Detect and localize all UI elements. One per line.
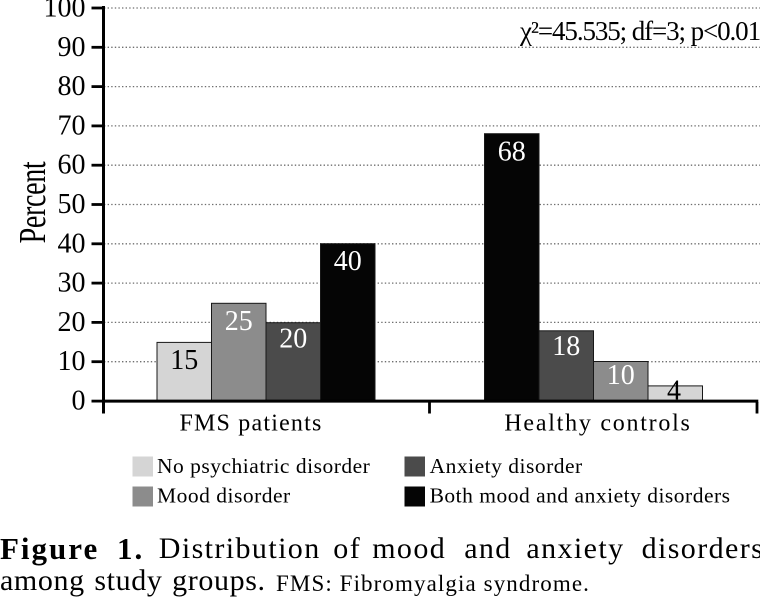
svg-text:20: 20 <box>58 307 86 338</box>
svg-text:60: 60 <box>58 150 86 181</box>
svg-text:Anxiety disorder: Anxiety disorder <box>430 454 583 478</box>
svg-text:χ²=45.535; df=3; p<0.01: χ²=45.535; df=3; p<0.01 <box>519 16 760 46</box>
svg-text:90: 90 <box>58 32 86 63</box>
svg-text:68: 68 <box>498 137 526 168</box>
svg-text:Healthy controls: Healthy controls <box>504 410 691 436</box>
svg-text:10: 10 <box>58 346 86 377</box>
svg-text:40: 40 <box>334 246 362 277</box>
svg-text:0: 0 <box>72 385 86 416</box>
svg-text:15: 15 <box>170 345 198 376</box>
svg-text:70: 70 <box>58 110 86 141</box>
svg-text:No psychiatric disorder: No psychiatric disorder <box>157 454 370 478</box>
svg-text:18: 18 <box>552 331 580 362</box>
svg-text:50: 50 <box>58 189 86 220</box>
svg-text:40: 40 <box>58 228 86 259</box>
svg-text:100: 100 <box>44 0 86 24</box>
svg-text:Mood disorder: Mood disorder <box>157 483 291 507</box>
svg-text:20: 20 <box>279 323 307 354</box>
svg-text:30: 30 <box>58 268 86 299</box>
svg-text:4: 4 <box>667 376 681 407</box>
svg-text:80: 80 <box>58 71 86 102</box>
svg-text:Percent: Percent <box>12 161 54 244</box>
svg-text:25: 25 <box>225 306 253 337</box>
svg-text:10: 10 <box>607 360 635 391</box>
svg-text:Both mood and anxiety disorder: Both mood and anxiety disorders <box>430 483 731 507</box>
svg-text:FMS patients: FMS patients <box>179 410 322 436</box>
